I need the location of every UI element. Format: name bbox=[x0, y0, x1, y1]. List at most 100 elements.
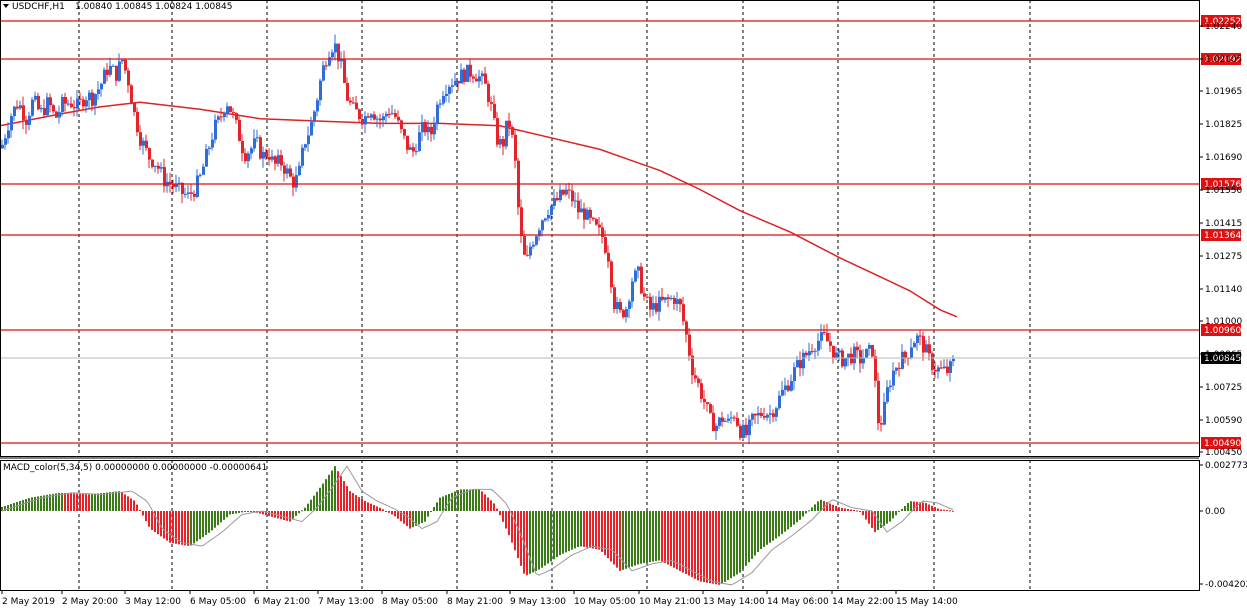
candle-bull bbox=[448, 86, 451, 94]
candle-bull bbox=[286, 168, 289, 174]
candle-bull bbox=[256, 137, 259, 139]
candle-bear bbox=[52, 105, 55, 112]
macd-bar bbox=[304, 507, 306, 511]
triangle-down-icon[interactable] bbox=[3, 4, 9, 8]
macd-bar bbox=[127, 496, 129, 511]
candle-bear bbox=[337, 43, 340, 62]
candle-bull bbox=[454, 80, 457, 86]
macd-bar bbox=[790, 511, 792, 527]
candle-bear bbox=[613, 287, 616, 309]
macd-bar bbox=[160, 511, 162, 537]
candle-bull bbox=[628, 301, 631, 309]
macd-bar bbox=[202, 511, 204, 538]
macd-bar bbox=[73, 493, 75, 511]
candle-bull bbox=[541, 220, 544, 231]
candle-bull bbox=[445, 93, 448, 96]
candle-bull bbox=[385, 113, 388, 117]
candle-bear bbox=[25, 119, 28, 125]
macd-bar bbox=[556, 511, 558, 558]
macd-bar bbox=[109, 492, 111, 511]
candle-bear bbox=[685, 321, 688, 335]
macd-bar bbox=[742, 511, 744, 570]
candle-bear bbox=[607, 252, 610, 262]
macd-bar bbox=[337, 471, 339, 511]
candle-bear bbox=[682, 304, 685, 322]
candle-bull bbox=[199, 174, 202, 176]
candle-bull bbox=[436, 104, 439, 125]
candle-bull bbox=[715, 425, 718, 431]
macd-bar bbox=[634, 511, 636, 566]
candle-bull bbox=[88, 92, 91, 101]
macd-bar bbox=[709, 511, 711, 584]
macd-bar bbox=[748, 511, 750, 563]
grid-lines bbox=[78, 0, 1031, 590]
macd-bar bbox=[196, 511, 198, 542]
candle-bear bbox=[577, 200, 580, 213]
macd-bar bbox=[424, 511, 426, 522]
candle-bear bbox=[787, 385, 790, 391]
candle-bull bbox=[295, 175, 298, 188]
candle-bear bbox=[280, 155, 283, 166]
candle-bear bbox=[190, 192, 193, 194]
macd-bar bbox=[79, 493, 81, 511]
macd-bar bbox=[682, 511, 684, 573]
candle-bull bbox=[481, 73, 484, 77]
candle-bear bbox=[361, 119, 364, 125]
candle-bull bbox=[784, 385, 787, 390]
macd-bar bbox=[469, 489, 471, 511]
macd-bar bbox=[262, 511, 264, 515]
candle-bull bbox=[46, 97, 49, 115]
macd-bar bbox=[61, 492, 63, 511]
macd-axis: 0.0027735 0.00 -0.004202 bbox=[1199, 461, 1247, 590]
macd-bar bbox=[793, 511, 795, 525]
macd-bar bbox=[88, 494, 90, 511]
time-tick-label: 6 May 05:00 bbox=[190, 597, 246, 607]
candle-bear bbox=[406, 135, 409, 150]
candle-bull bbox=[100, 83, 103, 90]
candle-bear bbox=[646, 296, 649, 298]
macd-bar bbox=[415, 511, 417, 526]
candle-bull bbox=[532, 244, 535, 247]
macd-bar bbox=[151, 511, 153, 530]
macd-bar bbox=[937, 508, 939, 511]
macd-bar bbox=[730, 511, 732, 579]
macd-bar bbox=[235, 511, 237, 514]
candle-bull bbox=[208, 147, 211, 149]
macd-bar bbox=[328, 474, 330, 511]
candle-bull bbox=[889, 385, 892, 388]
candle-bull bbox=[748, 419, 751, 436]
candle-bull bbox=[439, 103, 442, 105]
candle-bear bbox=[220, 116, 223, 118]
macd-bar bbox=[667, 511, 669, 565]
macd-bar bbox=[703, 511, 705, 583]
macd-bar bbox=[508, 511, 510, 536]
candle-bear bbox=[283, 165, 286, 174]
candle-bear bbox=[934, 369, 937, 372]
candle-bull bbox=[109, 65, 112, 75]
candle-bull bbox=[742, 424, 745, 438]
macd-bar bbox=[901, 509, 903, 511]
macd-bar bbox=[787, 511, 789, 530]
macd-bar bbox=[565, 511, 567, 553]
horizontal-levels[interactable]: 1.02252 1.02092 1.01576 1.01364 1.00960 1.004… bbox=[0, 15, 1241, 449]
macd-bar bbox=[520, 511, 522, 566]
candle-bull bbox=[175, 183, 178, 187]
macd-bar bbox=[19, 501, 21, 511]
candle-bear bbox=[49, 97, 52, 106]
candle-bear bbox=[874, 356, 877, 381]
candle-bull bbox=[28, 115, 31, 125]
candle-bear bbox=[661, 296, 664, 300]
level-price-label: 1.00490 bbox=[1204, 439, 1241, 449]
candle-bull bbox=[751, 413, 754, 420]
macd-bar bbox=[514, 511, 516, 551]
macd-bar bbox=[889, 511, 891, 522]
macd-bar bbox=[745, 511, 747, 566]
macd-bar bbox=[205, 511, 207, 535]
macd-bar bbox=[625, 511, 627, 569]
candle-bear bbox=[274, 156, 277, 164]
macd-bar bbox=[397, 511, 399, 519]
candle-bull bbox=[631, 281, 634, 302]
level-price-label: 1.02252 bbox=[1204, 17, 1241, 27]
